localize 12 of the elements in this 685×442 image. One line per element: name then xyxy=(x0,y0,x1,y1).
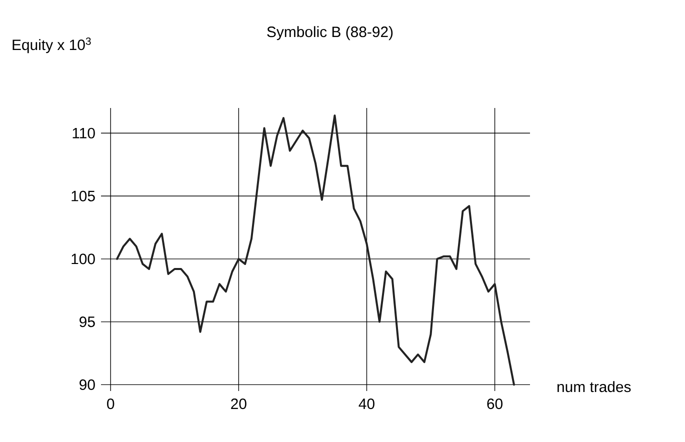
y-tick-label: 90 xyxy=(80,379,95,390)
y-tick-label: 110 xyxy=(72,128,95,138)
x-tick-label: 20 xyxy=(231,398,246,410)
x-tick-label: 40 xyxy=(358,398,374,410)
y-axis-title: Equity x 10$^{3}$ xyxy=(12,37,91,54)
y-tick-label: 100 xyxy=(72,254,95,264)
x-tick-label: 60 xyxy=(487,398,502,410)
y-tick-label: 95 xyxy=(80,316,95,328)
y-tick-label: 105 xyxy=(72,190,95,202)
x-tick-label: 0 xyxy=(107,398,114,410)
chart-title: Symbolic B (88-92) xyxy=(267,26,393,40)
x-axis-title: num trades xyxy=(558,381,631,392)
